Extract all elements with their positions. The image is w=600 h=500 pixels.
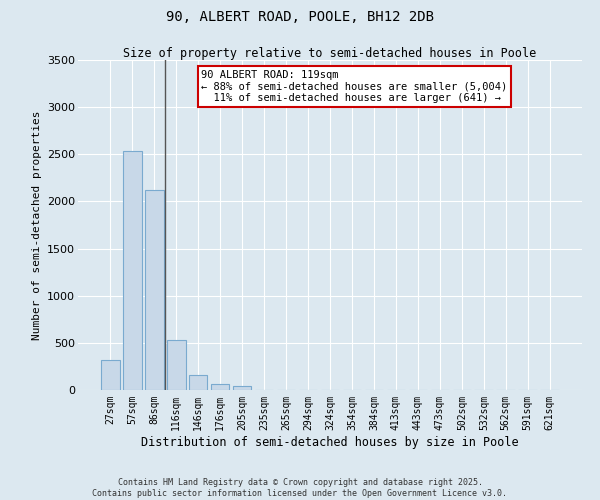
Text: 90, ALBERT ROAD, POOLE, BH12 2DB: 90, ALBERT ROAD, POOLE, BH12 2DB — [166, 10, 434, 24]
Bar — [233, 386, 251, 390]
Bar — [145, 190, 164, 390]
Title: Size of property relative to semi-detached houses in Poole: Size of property relative to semi-detach… — [124, 47, 536, 60]
Bar — [211, 384, 229, 390]
Text: 90 ALBERT ROAD: 119sqm
← 88% of semi-detached houses are smaller (5,004)
  11% o: 90 ALBERT ROAD: 119sqm ← 88% of semi-det… — [202, 70, 508, 103]
X-axis label: Distribution of semi-detached houses by size in Poole: Distribution of semi-detached houses by … — [141, 436, 519, 448]
Bar — [167, 340, 185, 390]
Bar — [101, 360, 119, 390]
Bar — [189, 376, 208, 390]
Y-axis label: Number of semi-detached properties: Number of semi-detached properties — [32, 110, 41, 340]
Bar — [123, 152, 142, 390]
Text: Contains HM Land Registry data © Crown copyright and database right 2025.
Contai: Contains HM Land Registry data © Crown c… — [92, 478, 508, 498]
